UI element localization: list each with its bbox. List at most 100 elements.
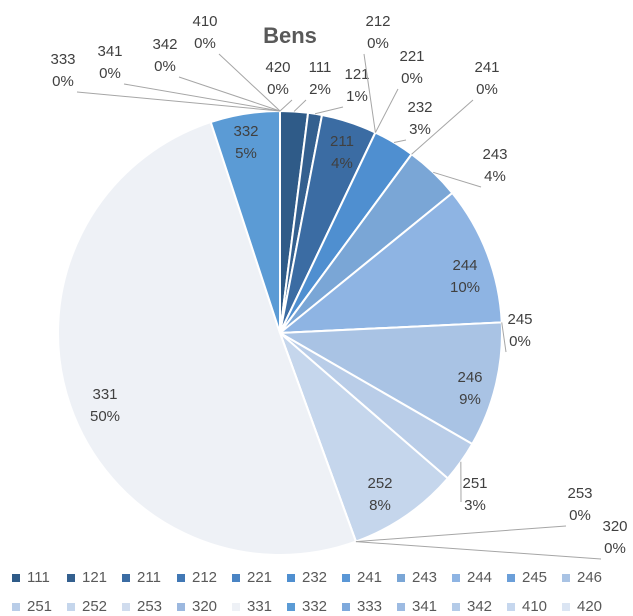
leader-line <box>218 53 281 112</box>
legend-label: 253 <box>137 598 162 615</box>
legend-swatch <box>562 603 570 611</box>
value-label: 3% <box>464 497 486 514</box>
category-label: 111 <box>309 59 332 76</box>
value-label: 0% <box>569 507 591 524</box>
legend-swatch <box>452 574 460 582</box>
legend-swatch <box>12 603 20 611</box>
legend-label: 211 <box>137 569 161 586</box>
value-label: 1% <box>346 88 368 105</box>
legend-label: 320 <box>192 598 217 615</box>
value-label: 5% <box>235 145 257 162</box>
category-label: 241 <box>474 59 499 76</box>
value-label: 0% <box>52 73 74 90</box>
leader-line <box>411 99 474 155</box>
legend-swatch <box>177 574 185 582</box>
value-label: 0% <box>99 65 121 82</box>
legend-swatch <box>507 574 515 582</box>
leader-line <box>123 83 281 112</box>
value-label: 9% <box>459 391 481 408</box>
value-label: 8% <box>369 497 391 514</box>
category-label: 243 <box>482 146 507 163</box>
chart-title: Bens <box>263 23 317 48</box>
legend-swatch <box>122 574 130 582</box>
category-label: 410 <box>192 13 217 30</box>
legend-swatch <box>232 574 240 582</box>
category-label: 253 <box>567 485 592 502</box>
legend-swatch <box>342 574 350 582</box>
leader-line <box>76 91 281 112</box>
value-label: 4% <box>331 155 353 172</box>
legend-label: 251 <box>27 598 52 615</box>
category-label: 221 <box>399 48 424 65</box>
leader-line <box>501 322 507 353</box>
value-label: 0% <box>401 70 423 87</box>
legend-label: 212 <box>192 569 217 586</box>
pie-slice <box>276 321 503 446</box>
category-label: 332 <box>233 123 258 140</box>
value-label: 0% <box>367 35 389 52</box>
legend-label: 121 <box>82 569 107 586</box>
category-label: 245 <box>507 311 532 328</box>
legend-swatch <box>452 603 460 611</box>
legend-label: 342 <box>467 598 492 615</box>
legend-label: 232 <box>302 569 327 586</box>
legend-swatch <box>67 603 75 611</box>
legend-label: 111 <box>27 569 50 586</box>
value-label: 0% <box>154 58 176 75</box>
value-label: 0% <box>476 81 498 98</box>
legend-swatch <box>177 603 185 611</box>
value-label: 4% <box>484 168 506 185</box>
value-label: 0% <box>267 81 289 98</box>
leader-line <box>293 99 307 112</box>
legend-label: 241 <box>357 569 382 586</box>
pie-slice <box>277 191 503 335</box>
category-label: 252 <box>367 475 392 492</box>
category-label: 331 <box>92 386 117 403</box>
category-label: 211 <box>330 133 354 150</box>
legend-label: 245 <box>522 569 547 586</box>
leader-line <box>355 525 567 543</box>
legend-label: 420 <box>577 598 602 615</box>
value-label: 0% <box>604 540 626 557</box>
pie-slice <box>277 329 450 543</box>
legend-label: 410 <box>522 598 547 615</box>
legend-label: 331 <box>247 598 272 615</box>
category-label: 320 <box>602 518 627 535</box>
legend-label: 332 <box>302 598 327 615</box>
category-label: 342 <box>152 36 177 53</box>
legend-label: 244 <box>467 569 492 586</box>
legend-swatch <box>287 574 295 582</box>
value-label: 10% <box>450 279 480 296</box>
legend-label: 246 <box>577 569 602 586</box>
category-label: 212 <box>365 13 390 30</box>
legend-swatch <box>122 603 130 611</box>
category-label: 121 <box>344 66 369 83</box>
category-label: 232 <box>407 99 432 116</box>
leader-line <box>374 88 399 133</box>
value-label: 0% <box>509 333 531 350</box>
category-label: 333 <box>50 51 75 68</box>
legend-label: 252 <box>82 598 107 615</box>
legend-label: 333 <box>357 598 382 615</box>
leader-line <box>314 106 344 115</box>
legend-swatch <box>507 603 515 611</box>
leader-line <box>393 139 407 144</box>
legend-swatch <box>12 574 20 582</box>
category-label: 341 <box>97 43 122 60</box>
category-label: 244 <box>452 257 477 274</box>
legend-swatch <box>67 574 75 582</box>
legend-label: 341 <box>412 598 437 615</box>
leader-line <box>178 76 281 112</box>
value-label: 0% <box>194 35 216 52</box>
legend-swatch <box>397 603 405 611</box>
pie-slice <box>57 120 358 556</box>
legend-swatch <box>232 603 240 611</box>
legend-label: 243 <box>412 569 437 586</box>
category-label: 420 <box>265 59 290 76</box>
leader-line <box>279 99 293 112</box>
legend-swatch <box>397 574 405 582</box>
leader-line <box>355 541 602 560</box>
value-label: 3% <box>409 121 431 138</box>
category-label: 251 <box>462 475 487 492</box>
